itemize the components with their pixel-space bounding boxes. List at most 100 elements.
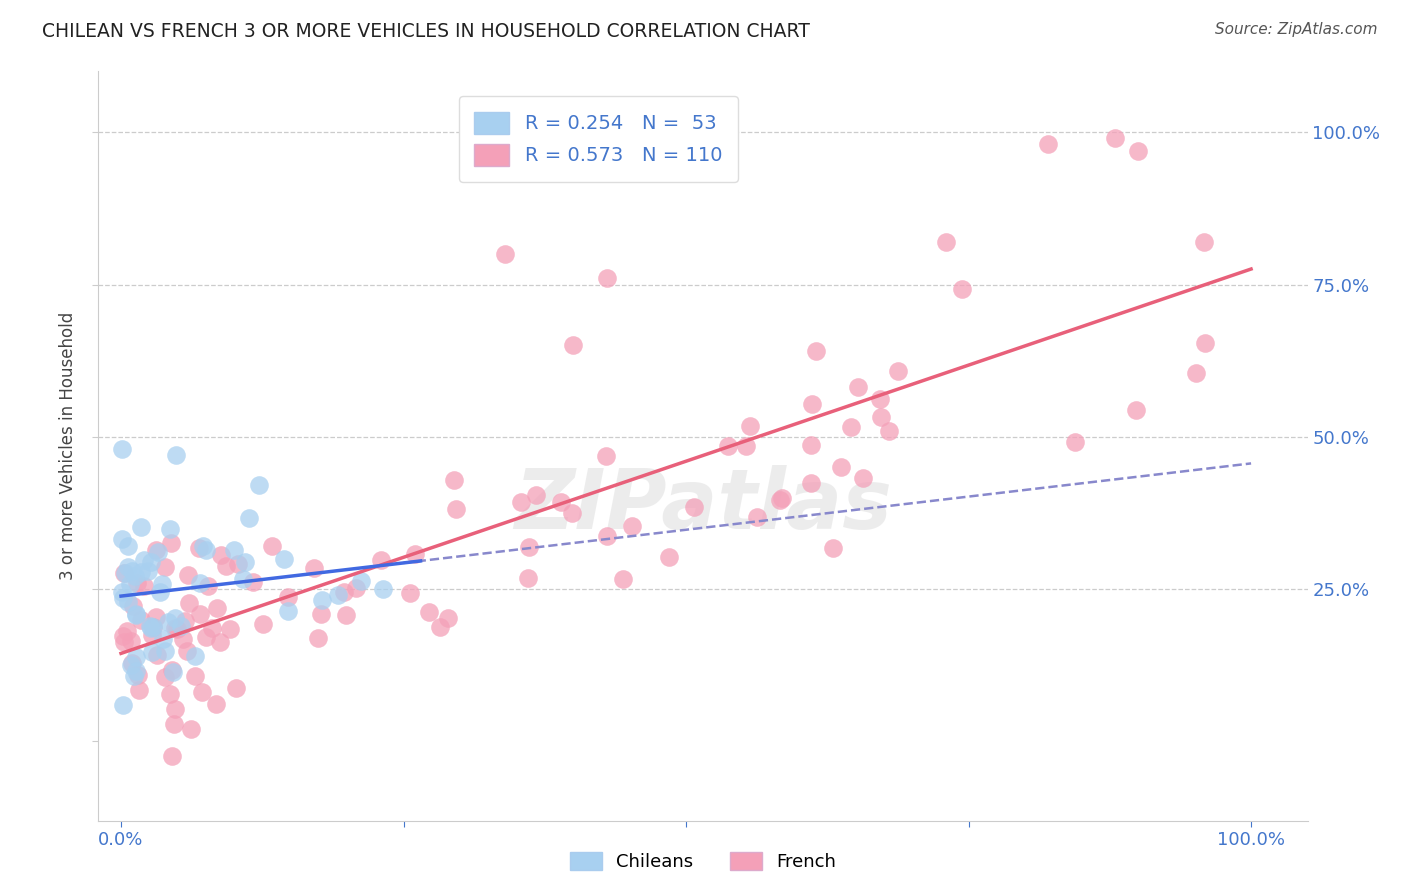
Point [124,607,146,622]
Point [252,616,274,631]
Point [139,555,162,569]
Point [277,604,299,618]
Point [277,590,299,604]
Point [111,442,134,456]
Point [156,615,179,630]
Point [510,494,533,508]
Point [740,418,762,433]
Point [307,631,329,645]
Point [205,697,228,711]
Point [879,424,901,438]
Point [870,409,893,424]
Point [770,491,793,505]
Point [209,549,232,563]
Point [159,536,181,550]
Point [173,614,195,628]
Point [141,645,163,659]
Point [153,644,176,658]
Point [163,611,186,625]
Point [111,585,134,599]
Point [399,586,422,600]
Point [344,581,367,595]
Point [1185,366,1208,380]
Point [131,565,153,579]
Point [142,620,165,634]
Point [179,596,201,610]
Point [148,544,170,558]
Point [1063,434,1085,449]
Point [117,539,139,553]
Point [1125,402,1147,417]
Point [187,541,209,555]
Point [166,622,188,636]
Point [596,529,619,543]
Point [517,540,540,554]
Point [734,440,756,454]
Point [745,509,768,524]
Point [800,438,823,452]
Point [333,584,356,599]
Point [136,565,159,579]
Point [1192,235,1215,249]
Point [232,573,254,587]
Point [111,629,134,643]
Point [800,397,823,411]
Point [122,599,145,614]
Point [225,681,247,695]
Text: CHILEAN VS FRENCH 3 OR MORE VEHICLES IN HOUSEHOLD CORRELATION CHART: CHILEAN VS FRENCH 3 OR MORE VEHICLES IN … [42,22,810,41]
Point [155,670,177,684]
Point [205,601,228,615]
Point [443,473,465,487]
Point [111,591,134,605]
Point [311,593,333,607]
Point [595,449,617,463]
Point [769,493,792,508]
Point [197,579,219,593]
Point [129,613,152,627]
Point [191,685,214,699]
Point [124,569,146,583]
Point [226,557,249,571]
Point [159,687,181,701]
Point [222,543,245,558]
Point [165,621,187,635]
Point [184,669,207,683]
Point [162,665,184,679]
Point [247,478,270,492]
Y-axis label: 3 or more Vehicles in Household: 3 or more Vehicles in Household [59,312,77,580]
Point [160,748,183,763]
Point [869,392,891,406]
Point [218,622,240,636]
Point [111,533,134,547]
Point [1126,144,1149,158]
Point [717,439,740,453]
Point [120,657,142,672]
Point [852,470,875,484]
Point [152,577,174,591]
Point [159,522,181,536]
Point [163,702,186,716]
Point [139,618,162,632]
Point [125,664,148,678]
Point [122,669,145,683]
Point [682,500,704,515]
Point [125,649,148,664]
Point [125,576,148,591]
Point [561,506,583,520]
Point [195,630,218,644]
Point [141,621,163,635]
Point [117,595,139,609]
Point [550,494,572,508]
Point [620,518,643,533]
Point [328,588,350,602]
Point [134,579,156,593]
Point [437,611,460,625]
Point [562,338,585,352]
Point [830,459,852,474]
Point [242,574,264,589]
Point [418,605,440,619]
Point [115,624,138,639]
Point [152,632,174,647]
Point [145,542,167,557]
Point [935,235,957,249]
